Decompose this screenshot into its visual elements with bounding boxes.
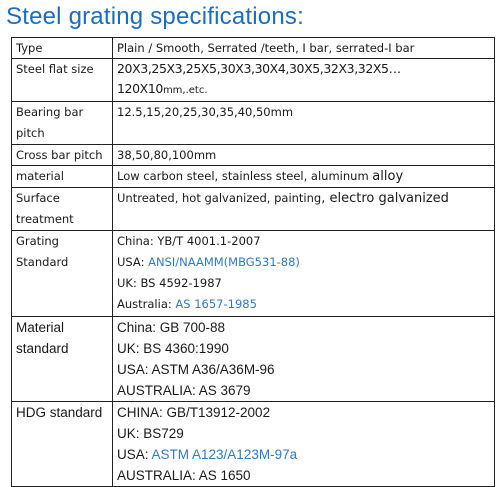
list-item: China: YB/T 4001.1-2007	[117, 231, 490, 252]
standard-text: USA:	[117, 447, 152, 462]
list-item: CHINA: GB/T13912-2002	[117, 402, 490, 423]
row-label: Type	[11, 37, 113, 59]
row-label: Steel flat size	[11, 58, 113, 102]
surface-values-mid: , electro galv	[321, 191, 407, 206]
row-label: HDG standard	[11, 401, 113, 487]
table-row: Type Plain / Smooth, Serrated /teeth, I …	[11, 37, 495, 59]
row-value: Untreated, hot galvanized, painting, ele…	[112, 187, 495, 231]
standard-region: UK:	[117, 276, 141, 290]
table-row: Material standard China: GB 700-88 UK: B…	[11, 316, 495, 402]
standard-region: Australia:	[117, 297, 176, 311]
standard-text: UK: BS729	[117, 426, 184, 441]
standard-region: USA:	[117, 255, 149, 269]
list-item: Australia: AS 1657-1985	[117, 294, 490, 315]
standard-link[interactable]: ANSI/NAAMM(MBG531-88)	[148, 255, 300, 269]
list-item: AUSTRALIA: AS 3679	[117, 383, 251, 398]
table-row: Cross bar pitch 38,50,80,100mm	[11, 144, 495, 166]
row-value: 12.5,15,20,25,30,35,40,50mm	[112, 101, 495, 145]
row-label: material	[11, 165, 113, 188]
row-value: Plain / Smooth, Serrated /teeth, I bar, …	[112, 37, 495, 59]
table-row: HDG standard CHINA: GB/T13912-2002 UK: B…	[11, 401, 495, 487]
list-item: UK: BS 4592-1987	[117, 273, 490, 294]
list-item: USA: ANSI/NAAMM(MBG531-88)	[117, 252, 490, 273]
list-item: UK: BS729	[117, 423, 490, 444]
spec-table: Type Plain / Smooth, Serrated /teeth, I …	[11, 37, 495, 487]
list-item: USA: ASTM A36/A36M-96	[117, 362, 275, 377]
surface-values: Untreated, hot galvanized, painting	[117, 191, 322, 205]
material-alloy: alloy	[372, 169, 404, 184]
material-values: Low carbon steel, stainless steel, alumi…	[117, 169, 373, 183]
row-value: 20X3,25X3,25X5,30X3,30X4,30X5,32X3,32X5……	[112, 58, 495, 102]
row-label: Bearing bar pitch	[11, 101, 113, 145]
row-label: Cross bar pitch	[11, 144, 113, 166]
row-label: Grating Standard	[11, 230, 113, 317]
table-row: Surface treatment Untreated, hot galvani…	[11, 187, 495, 231]
row-value: China: GB 700-88 UK: BS 4360:1990 USA: A…	[112, 316, 495, 402]
standard-code: YB/T 4001.1-2007	[157, 234, 261, 248]
list-item: AUSTRALIA: AS 1650	[117, 465, 490, 486]
list-item: China: GB 700-88	[117, 320, 226, 335]
list-item: UK: BS 4360:1990	[117, 341, 229, 356]
row-value: Low carbon steel, stainless steel, alumi…	[112, 165, 495, 188]
row-label: Surface treatment	[11, 187, 113, 231]
list-item: USA: ASTM A123/A123M-97a	[117, 444, 490, 465]
flat-size-unit: mm,.etc.	[162, 85, 208, 96]
standard-region: China:	[117, 234, 158, 248]
table-row: material Low carbon steel, stainless ste…	[11, 165, 495, 188]
standard-code: BS 4592-1987	[140, 276, 222, 290]
flat-size-values: 20X3,25X3,25X5,30X3,30X4,30X5,32X3,32X5……	[117, 61, 401, 96]
table-row: Grating Standard China: YB/T 4001.1-2007…	[11, 230, 495, 317]
row-label: Material standard	[11, 316, 113, 402]
standard-link[interactable]: ASTM A123/A123M-97a	[151, 447, 298, 462]
surface-values-tail: anized	[406, 191, 449, 206]
standard-text: CHINA: GB/T13912-2002	[117, 405, 271, 420]
table-row: Steel flat size 20X3,25X3,25X5,30X3,30X4…	[11, 58, 495, 102]
standard-text: AUSTRALIA: AS 1650	[117, 468, 251, 483]
standard-link[interactable]: AS 1657-1985	[175, 297, 257, 311]
row-value: CHINA: GB/T13912-2002 UK: BS729 USA: AST…	[112, 401, 495, 487]
table-row: Bearing bar pitch 12.5,15,20,25,30,35,40…	[11, 101, 495, 145]
row-value: China: YB/T 4001.1-2007 USA: ANSI/NAAMM(…	[112, 230, 495, 317]
row-value: 38,50,80,100mm	[112, 144, 495, 166]
page-title: Steel grating specifications:	[6, 3, 304, 30]
